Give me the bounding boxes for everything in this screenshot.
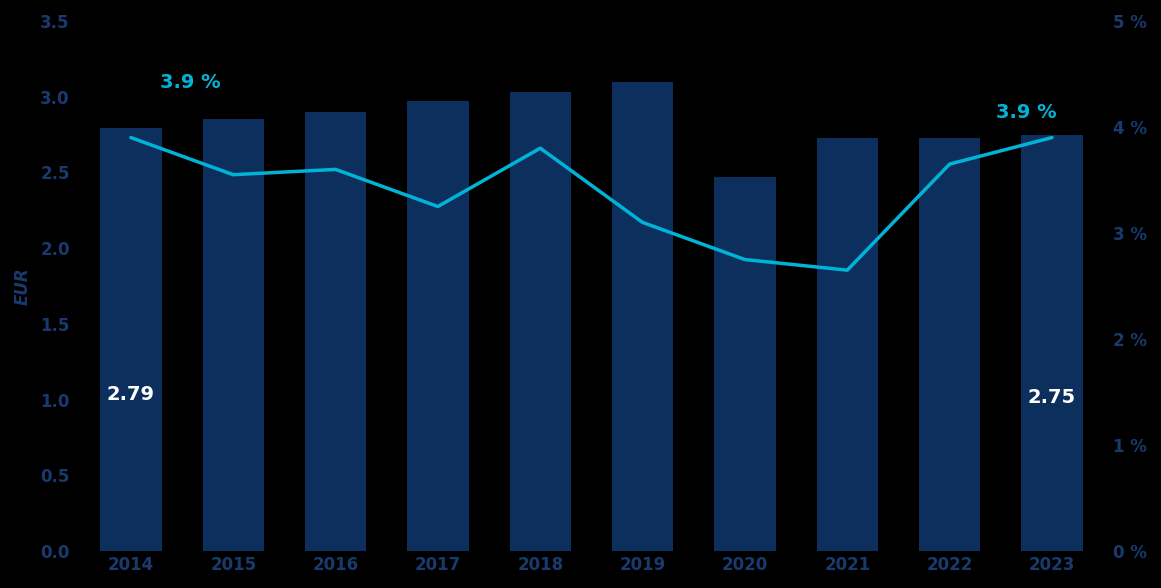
Bar: [510, 92, 571, 552]
Bar: [714, 177, 776, 552]
Bar: [305, 112, 366, 552]
Bar: [612, 82, 673, 552]
Text: 2.75: 2.75: [1027, 387, 1076, 406]
Text: 3.9 %: 3.9 %: [159, 73, 221, 92]
Y-axis label: EUR: EUR: [14, 268, 31, 305]
Bar: [100, 128, 161, 552]
Bar: [408, 101, 469, 552]
Text: 2.79: 2.79: [107, 385, 154, 405]
Bar: [202, 119, 264, 552]
Bar: [816, 138, 878, 552]
Bar: [918, 138, 980, 552]
Bar: [1022, 135, 1083, 552]
Text: 3.9 %: 3.9 %: [996, 103, 1057, 122]
